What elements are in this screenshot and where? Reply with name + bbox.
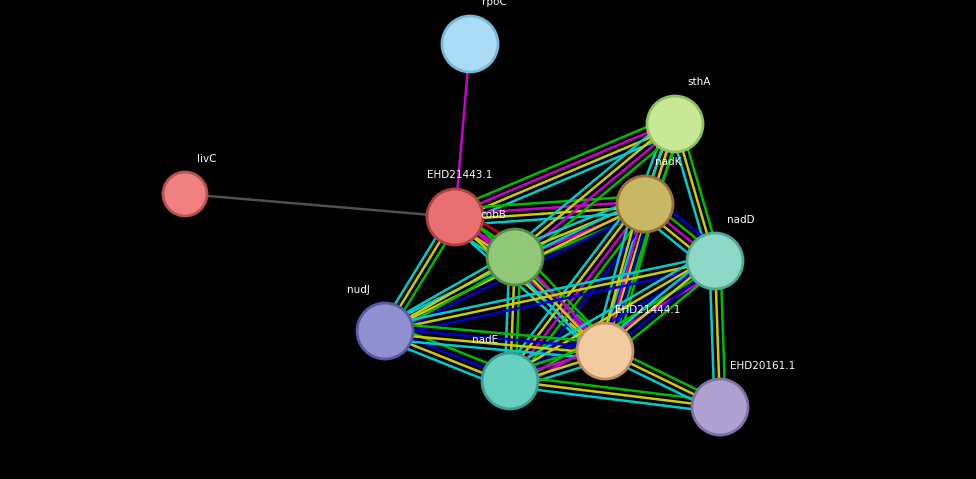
Circle shape <box>647 96 703 152</box>
Circle shape <box>577 323 633 379</box>
Circle shape <box>427 189 483 245</box>
Text: cobB: cobB <box>480 210 506 220</box>
Circle shape <box>617 176 673 232</box>
Circle shape <box>687 233 743 289</box>
Text: rpoC: rpoC <box>482 0 507 7</box>
Text: EHD20161.1: EHD20161.1 <box>730 361 795 371</box>
Text: EHD21444.1: EHD21444.1 <box>615 305 680 315</box>
Text: nadD: nadD <box>727 215 754 225</box>
Text: EHD21443.1: EHD21443.1 <box>427 170 492 180</box>
Text: nadK: nadK <box>655 157 681 167</box>
Text: nadE: nadE <box>472 335 498 344</box>
Text: livC: livC <box>197 155 217 164</box>
Circle shape <box>163 172 207 216</box>
Circle shape <box>357 303 413 359</box>
Text: sthA: sthA <box>687 77 711 87</box>
Circle shape <box>442 16 498 72</box>
Circle shape <box>487 229 543 285</box>
Circle shape <box>482 353 538 409</box>
Circle shape <box>692 379 748 435</box>
Text: nudJ: nudJ <box>347 285 370 295</box>
